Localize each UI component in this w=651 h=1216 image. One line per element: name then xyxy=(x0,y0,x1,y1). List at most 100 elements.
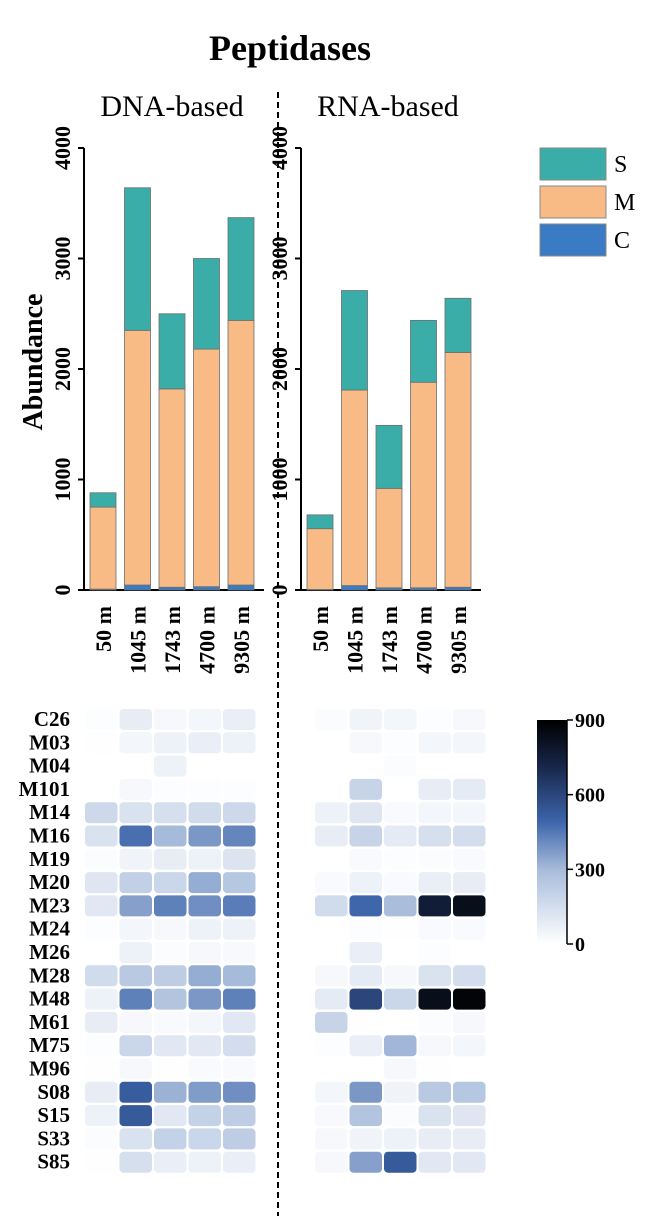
heatmap-cell xyxy=(119,1128,152,1150)
heatmap-cell xyxy=(453,988,486,1010)
heatmap-cell xyxy=(418,965,451,987)
heatmap-row-label: S08 xyxy=(37,1080,70,1104)
heatmap-cell xyxy=(453,872,486,894)
heatmap-cell xyxy=(154,1081,187,1103)
heatmap-cell xyxy=(154,1011,187,1033)
bar-panel-0: 0 1000 2000 3000 4000 50 m 1045 m 1743 m 4700 m 9… xyxy=(50,126,264,674)
heatmap-cell xyxy=(453,709,486,730)
heatmap-cell xyxy=(119,1011,152,1033)
heatmap-cell xyxy=(119,848,152,870)
bar-S-0 xyxy=(89,492,117,508)
heatmap-cell xyxy=(223,1035,256,1057)
legend-label-S: S xyxy=(614,152,627,178)
heatmap-cell xyxy=(85,1058,118,1080)
bar-C-1 xyxy=(341,585,368,591)
heatmap-cell xyxy=(349,1058,382,1080)
heatmap-cell xyxy=(453,965,486,987)
heatmap-cell xyxy=(384,1081,417,1103)
bar-C-1 xyxy=(124,584,151,591)
y-tick-label: 2000 xyxy=(50,347,75,391)
heatmap-row-label: M96 xyxy=(29,1057,70,1081)
heatmap-cell xyxy=(119,895,152,917)
heatmap-panel-0 xyxy=(85,709,256,1173)
heatmap-cell xyxy=(154,1035,187,1057)
heatmap-cell xyxy=(418,802,451,824)
heatmap-cell xyxy=(119,1151,152,1173)
heatmap-cell xyxy=(418,918,451,940)
heatmap-cell xyxy=(85,895,118,917)
heatmap-cell xyxy=(349,1151,382,1173)
heatmap-cell xyxy=(188,1128,221,1150)
x-tick-label: 50 m xyxy=(308,606,333,652)
heatmap-cell xyxy=(418,732,451,754)
heatmap-cell xyxy=(85,942,118,963)
heatmap-row-label: S15 xyxy=(37,1103,70,1127)
legend-label-M: M xyxy=(614,190,635,216)
heatmap-cell xyxy=(154,825,187,847)
colorbar-rect xyxy=(537,720,567,944)
heatmap-cell xyxy=(315,1058,348,1080)
heatmap-cell xyxy=(418,1035,451,1057)
y-axis-label: Abundance xyxy=(18,294,49,431)
y-tick-label: 0 xyxy=(50,585,75,596)
heatmap-cell xyxy=(188,1081,221,1103)
heatmap-cell xyxy=(188,732,221,754)
heatmap-cell xyxy=(384,872,417,894)
heatmap-row-label: M24 xyxy=(29,917,70,941)
heatmap-cell xyxy=(418,1128,451,1150)
heatmap-cell xyxy=(453,778,486,800)
heatmap-cell xyxy=(384,802,417,824)
bar-M-3 xyxy=(193,348,220,588)
heatmap-cell xyxy=(188,988,221,1010)
heatmap-cell xyxy=(154,709,187,730)
heatmap-cell xyxy=(85,872,118,894)
x-tick-label: 50 m xyxy=(91,606,116,652)
y-tick-label: 2000 xyxy=(267,347,292,391)
heatmap-cell xyxy=(349,965,382,987)
heatmap-cell xyxy=(349,1035,382,1057)
heatmap-cell xyxy=(85,732,118,754)
heatmap-row-label: M14 xyxy=(29,800,70,824)
heatmap-cell xyxy=(188,918,221,940)
heatmap-cell xyxy=(349,872,382,894)
bar-panel-1: 0 1000 2000 3000 4000 50 m 1045 m 1743 m 4700 m 9… xyxy=(267,126,481,674)
heatmap-cell xyxy=(384,895,417,917)
heatmap-cell xyxy=(119,1058,152,1080)
x-tick-label: 1045 m xyxy=(126,606,151,674)
y-tick-label: 4000 xyxy=(267,126,292,170)
heatmap-cell xyxy=(223,1081,256,1103)
heatmap-cell xyxy=(349,1081,382,1103)
legend-label-C: C xyxy=(614,228,630,254)
legend: SMC xyxy=(539,147,635,257)
heatmap-row-label: S33 xyxy=(37,1126,70,1150)
heatmap-cell xyxy=(223,709,256,730)
heatmap-cell xyxy=(384,732,417,754)
heatmap-cell xyxy=(154,1128,187,1150)
heatmap-cell xyxy=(453,1105,486,1127)
heatmap-cell xyxy=(315,732,348,754)
heatmap-cell xyxy=(119,918,152,940)
heatmap-cell xyxy=(315,778,348,800)
y-tick-label: 0 xyxy=(267,585,292,596)
heatmap-cell xyxy=(418,1151,451,1173)
bar-C-4 xyxy=(227,584,255,591)
heatmap-cell xyxy=(315,988,348,1010)
heatmap-cell xyxy=(223,1151,256,1173)
heatmap-cell xyxy=(223,918,256,940)
heatmap-row-label: C26 xyxy=(34,707,70,731)
colorbar-tick-label: 600 xyxy=(575,785,605,807)
heatmap-cell xyxy=(119,1105,152,1127)
bar-M-1 xyxy=(124,329,151,586)
heatmap-cell xyxy=(453,802,486,824)
heatmap-cell xyxy=(223,848,256,870)
colorbar-tick-label: 0 xyxy=(575,934,585,956)
heatmap-cell xyxy=(223,732,256,754)
heatmap-cell xyxy=(223,988,256,1010)
heatmap-cell xyxy=(349,1011,382,1033)
bar-M-2 xyxy=(375,487,403,589)
bar-S-1 xyxy=(124,187,151,331)
heatmap-cell xyxy=(188,942,221,963)
heatmap-cell xyxy=(154,848,187,870)
heatmap-cell xyxy=(384,848,417,870)
heatmap-row-label: S85 xyxy=(37,1150,70,1174)
